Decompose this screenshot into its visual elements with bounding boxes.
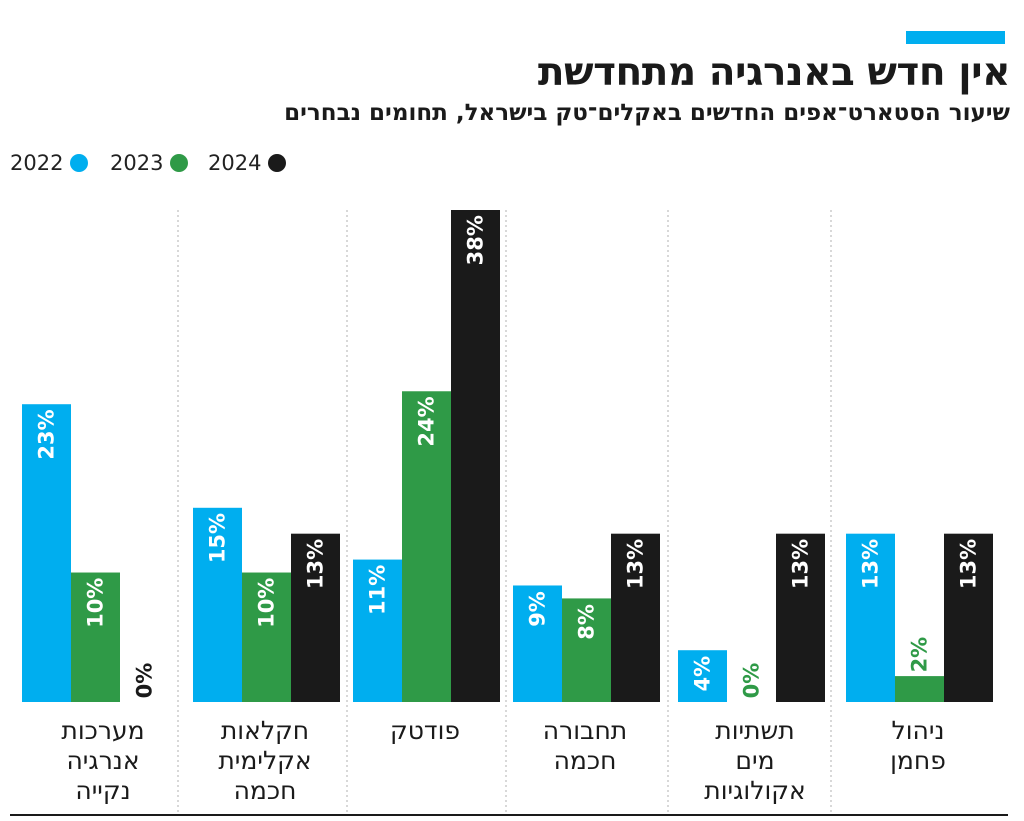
bar-2024-4 bbox=[776, 533, 825, 702]
bar-2023-5 bbox=[895, 676, 944, 702]
bar-2022-0 bbox=[22, 404, 71, 702]
category-label: מערכות bbox=[61, 716, 144, 745]
data-label-2024-3: 13% bbox=[624, 539, 648, 589]
data-label-2023-0: 10% bbox=[84, 578, 108, 628]
chart-title: אין חדש באנרגיה מתחדשת bbox=[537, 50, 1011, 95]
legend-label-2022: 2022 bbox=[10, 151, 64, 175]
data-label-2022-3: 9% bbox=[526, 591, 550, 627]
legend-label-2023: 2023 bbox=[110, 151, 164, 175]
legend-dot-2024 bbox=[268, 154, 287, 172]
category-label: חכמה bbox=[554, 746, 617, 775]
category-label: אנרגיה bbox=[66, 746, 139, 775]
category-label: פחמן bbox=[890, 746, 946, 775]
bar-2024-5 bbox=[944, 533, 993, 702]
bar-2022-4 bbox=[678, 650, 727, 702]
legend-item-2024: 2024 bbox=[208, 150, 287, 176]
data-label-2023-3: 8% bbox=[575, 604, 599, 640]
data-label-2023-1: 10% bbox=[255, 578, 279, 628]
bar-2022-2 bbox=[353, 559, 402, 702]
data-label-2024-1: 13% bbox=[304, 539, 328, 589]
category-label: אקולוגיות bbox=[704, 776, 805, 805]
category-label: מים bbox=[735, 746, 774, 775]
bar-2023-1 bbox=[242, 572, 291, 702]
data-label-2024-2: 38% bbox=[464, 215, 488, 265]
bar-2022-5 bbox=[846, 533, 895, 702]
bar-2022-1 bbox=[193, 507, 242, 702]
bar-2023-3 bbox=[562, 598, 611, 702]
legend-item-2023: 2023 bbox=[110, 150, 189, 176]
data-label-2024-4: 13% bbox=[789, 539, 813, 589]
data-label-2022-0: 23% bbox=[35, 409, 59, 459]
category-label: נקייה bbox=[75, 776, 130, 805]
bar-2024-1 bbox=[291, 533, 340, 702]
category-label: אקלימית bbox=[218, 746, 311, 775]
legend-label-2024: 2024 bbox=[208, 151, 262, 175]
accent-bar bbox=[906, 31, 1005, 44]
bar-2022-3 bbox=[513, 585, 562, 702]
data-label-2023-5: 2% bbox=[908, 637, 932, 673]
data-label-2023-4: 0% bbox=[740, 663, 764, 699]
legend-dot-2022 bbox=[70, 154, 89, 172]
legend-dot-2023 bbox=[170, 154, 189, 172]
data-label-2022-5: 13% bbox=[859, 539, 883, 589]
category-label: תשתיות bbox=[715, 716, 794, 745]
data-label-2022-4: 4% bbox=[691, 656, 715, 692]
category-label: חכמה bbox=[234, 776, 297, 805]
data-label-2024-5: 13% bbox=[957, 539, 981, 589]
bar-2024-3 bbox=[611, 533, 660, 702]
bar-2023-2 bbox=[402, 391, 451, 702]
chart-subtitle: שיעור הסטארט־אפים החדשים באקלים־טק בישרא… bbox=[284, 100, 1010, 126]
data-label-2024-0: 0% bbox=[133, 663, 157, 699]
category-label: ניהול bbox=[892, 716, 945, 745]
category-label: פודטק bbox=[390, 716, 460, 745]
legend-item-2022: 2022 bbox=[10, 150, 89, 176]
category-label: תחבורה bbox=[543, 716, 627, 745]
data-label-2022-2: 11% bbox=[366, 565, 390, 615]
data-label-2022-1: 15% bbox=[206, 513, 230, 563]
category-label: חקלאות bbox=[221, 716, 309, 745]
bar-2023-0 bbox=[71, 572, 120, 702]
bar-2024-2 bbox=[451, 210, 500, 702]
data-label-2023-2: 24% bbox=[415, 396, 439, 446]
